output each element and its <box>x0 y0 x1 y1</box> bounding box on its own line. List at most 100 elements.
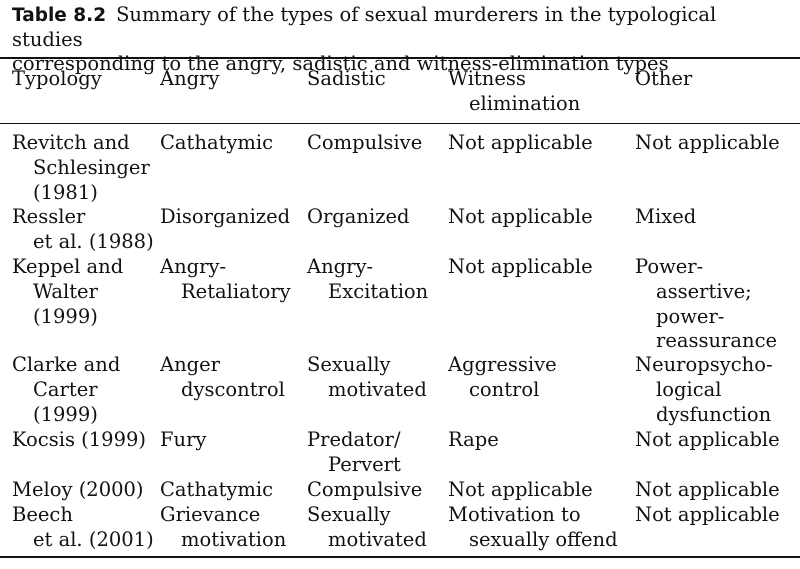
cell-line: Not applicable <box>635 428 780 451</box>
table-cell: Not applicable <box>448 255 593 280</box>
cell-line: Compulsive <box>307 131 423 154</box>
table-cell: Mixed <box>635 205 696 230</box>
column-header: Witness elimination <box>448 67 580 117</box>
table-cell: Not applicable <box>635 478 780 503</box>
cell-line: Beech <box>12 503 73 526</box>
table-cell: Ressler et al. (1988) <box>12 205 154 255</box>
cell-line: Pervert <box>328 452 401 476</box>
table-cell: Beech et al. (2001) <box>12 503 154 553</box>
cell-line: Mixed <box>635 205 697 228</box>
cell-line: Aggressive <box>448 353 557 376</box>
bottom-rule <box>0 556 800 558</box>
cell-line: Keppel and <box>12 255 124 278</box>
cell-line: Not applicable <box>635 478 780 501</box>
cell-line: Not applicable <box>448 131 593 154</box>
table-cell: Not applicable <box>448 478 593 503</box>
table-cell: Sexually motivated <box>307 503 427 553</box>
cell-line: Cathatymic <box>160 478 274 501</box>
table-cell: Neuropsycho-logical dysfunction <box>635 353 773 427</box>
cell-line: Other <box>635 67 693 90</box>
table-cell: Power-assertive; power-reassurance <box>635 255 777 354</box>
cell-line: Angry- <box>160 255 227 278</box>
table-cell: Rape <box>448 428 499 453</box>
cell-line: Not applicable <box>448 255 593 278</box>
cell-line: Witness <box>448 67 526 90</box>
cell-line: Anger <box>160 353 220 376</box>
cell-line: Grievance <box>160 503 261 526</box>
cell-line: Revitch and <box>12 131 130 154</box>
table-cell: Not applicable <box>635 131 780 156</box>
cell-line: Cathatymic <box>160 131 274 154</box>
table-cell: Compulsive <box>307 478 422 503</box>
table-cell: Motivation to sexually offend <box>448 503 618 553</box>
cell-line: Not applicable <box>635 131 780 154</box>
cell-line: Angry <box>160 67 220 90</box>
cell-line: Walter <box>33 279 98 303</box>
cell-line: Not applicable <box>448 205 593 228</box>
table-cell: Cathatymic <box>160 131 273 156</box>
table-cell: Not applicable <box>448 131 593 156</box>
cell-line: (1999) <box>33 402 98 426</box>
cell-line: Not applicable <box>448 478 593 501</box>
cell-line: Clarke and <box>12 353 121 376</box>
table-cell: Clarke and Carter (1999) <box>12 353 120 427</box>
cell-line: elimination <box>469 91 581 115</box>
column-header: Angry <box>160 67 219 92</box>
cell-line: (1981) <box>33 180 98 204</box>
cell-line: et al. (1988) <box>33 229 154 253</box>
table-caption: Table 8.2 Summary of the types of sexual … <box>12 3 792 76</box>
table-cell: Compulsive <box>307 131 422 156</box>
cell-line: Neuropsycho- <box>635 353 773 376</box>
cell-line: Sexually <box>307 503 391 526</box>
cell-line: Fury <box>160 428 207 451</box>
table-cell: Not applicable <box>635 503 780 528</box>
cell-line: Angry- <box>307 255 374 278</box>
cell-line: (1999) <box>33 304 98 328</box>
table-cell: Disorganized <box>160 205 290 230</box>
cell-line: Retaliatory <box>181 279 291 303</box>
table-cell: Meloy (2000) <box>12 478 144 503</box>
cell-line: Disorganized <box>160 205 291 228</box>
table-cell: Sexually motivated <box>307 353 427 403</box>
table-cell: Revitch and Schlesinger (1981) <box>12 131 150 205</box>
caption-line-1: Summary of the types of sexual murderers… <box>12 3 717 51</box>
table-cell: Keppel and Walter (1999) <box>12 255 123 329</box>
cell-line: Excitation <box>328 279 429 303</box>
cell-line: Typology <box>12 67 102 90</box>
cell-line: power- <box>656 304 725 328</box>
cell-line: Kocsis (1999) <box>12 428 146 451</box>
table-cell: Angry- Retaliatory <box>160 255 291 305</box>
cell-line: reassurance <box>656 329 778 353</box>
table-cell: Cathatymic <box>160 478 273 503</box>
table-cell: Anger dyscontrol <box>160 353 285 403</box>
cell-line: motivation <box>181 527 287 551</box>
cell-line: Sexually <box>307 353 391 376</box>
cell-line: assertive; <box>656 279 752 303</box>
cell-line: sexually offend <box>469 527 618 551</box>
header-rule <box>0 123 800 125</box>
cell-line: Carter <box>33 377 98 401</box>
cell-line: Rape <box>448 428 499 451</box>
cell-line: Compulsive <box>307 478 423 501</box>
cell-line: Not applicable <box>635 503 780 526</box>
cell-line: Predator/ <box>307 428 401 451</box>
cell-line: motivated <box>328 527 427 551</box>
cell-line: dysfunction <box>656 402 772 426</box>
cell-line: Motivation to <box>448 503 581 526</box>
cell-line: Ressler <box>12 205 86 228</box>
column-header: Typology <box>12 67 102 92</box>
table-cell: Not applicable <box>448 205 593 230</box>
table-cell: Kocsis (1999) <box>12 428 146 453</box>
cell-line: Schlesinger <box>33 155 150 179</box>
top-rule <box>0 57 800 59</box>
cell-line: control <box>469 377 540 401</box>
cell-line: Meloy (2000) <box>12 478 144 501</box>
cell-line: motivated <box>328 377 427 401</box>
cell-line: et al. (2001) <box>33 527 154 551</box>
table-cell: Not applicable <box>635 428 780 453</box>
table-cell: Angry- Excitation <box>307 255 428 305</box>
table-cell: Aggressive control <box>448 353 557 403</box>
table-cell: Fury <box>160 428 206 453</box>
table-cell: Predator/Pervert <box>307 428 401 478</box>
